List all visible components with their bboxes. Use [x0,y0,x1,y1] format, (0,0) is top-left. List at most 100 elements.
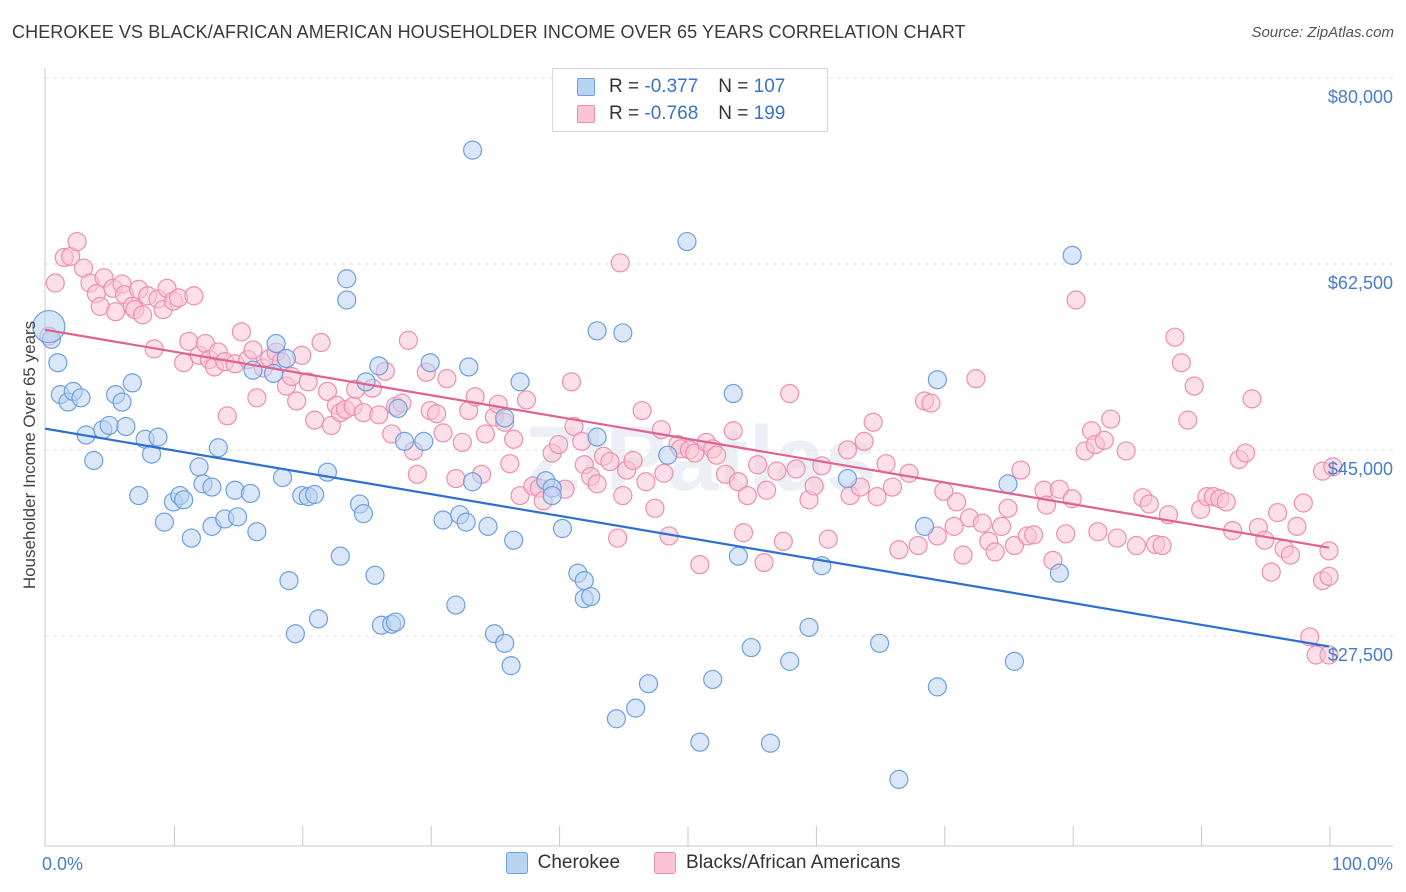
point-black [1323,457,1343,477]
point-cherokee [285,624,305,644]
point-black [706,445,727,465]
point-black [1268,502,1288,523]
legend-item-cherokee[interactable]: Cherokee [505,852,620,874]
legend-n-label: N = [718,103,749,124]
point-black [311,332,331,353]
point-black [947,492,967,512]
point-cherokee [279,570,299,591]
point-cherokee [1062,245,1082,265]
point-cherokee-large [32,309,66,344]
point-black [184,286,204,306]
point-black [287,391,307,411]
legend-row-black: R = -0.768 N = 199 [577,102,785,126]
point-cherokee [154,512,175,532]
correlation-legend: R = -0.377 N = 107 R = -0.768 N = 199 [552,68,828,132]
point-black [613,485,633,506]
point-black [1049,479,1069,499]
point-cherokee [998,474,1018,494]
point-cherokee [504,530,524,550]
point-black [1165,327,1185,347]
point-black [516,390,537,410]
point-cherokee [305,484,325,505]
point-black [953,545,973,565]
point-cherokee [658,445,678,465]
point-black [1255,530,1275,550]
point-black [610,253,630,273]
legend-swatch-black [577,105,595,123]
axes [44,68,1393,847]
point-black [733,523,754,543]
point-cherokee [501,656,521,676]
point-black [966,369,986,389]
point-cherokee [181,528,201,548]
point-black [247,388,267,408]
point-black [818,529,838,549]
point-black [867,487,887,507]
point-black [446,468,466,489]
point-black [837,440,858,460]
point-black [427,404,447,424]
point-black [1293,493,1313,513]
trendline-black [44,328,1330,549]
point-black [587,474,607,494]
point-black [972,513,992,533]
point-cherokee [927,370,947,390]
point-black [636,472,656,492]
point-black [1066,290,1086,310]
point-black [437,369,457,389]
x-tick-label-min: 0.0% [42,854,83,874]
point-cherokee [837,468,858,489]
point-cherokee [690,732,710,752]
point-black [1242,389,1262,409]
point-cherokee [48,353,68,373]
legend-item-black[interactable]: Blacks/African Americans [654,852,900,874]
point-cherokee [148,427,168,447]
point-black [292,345,312,365]
point-black [500,454,520,474]
point-black [1280,545,1301,565]
point-cherokee [369,356,389,376]
point-black [690,555,710,575]
point-cherokee [495,408,515,428]
legend-swatch-cherokee [505,852,528,874]
point-black [452,432,472,453]
point-black [564,416,584,437]
point-black [1287,516,1307,536]
y-tick-label: $27,500 [1328,645,1393,665]
point-cherokee [388,398,408,419]
series-black-points [39,231,1343,665]
point-cherokee [353,504,374,524]
point-cherokee [495,633,515,653]
point-black [882,477,903,497]
point-cherokee [462,472,483,492]
point-cherokee [889,769,909,789]
point-cherokee [116,416,136,437]
point-cherokee [433,510,453,530]
point-cherokee [71,388,91,408]
point-black [475,424,496,444]
point-black [45,273,65,293]
legend-n-label: N = [718,76,749,97]
point-cherokee [723,383,743,404]
point-cherokee [420,353,440,373]
point-cherokee [272,467,293,488]
point-cherokee [587,321,607,341]
point-black [1319,566,1339,586]
y-tick-label: $80,000 [1328,87,1393,107]
point-cherokee [606,709,626,729]
legend-r-label: R = [609,103,640,124]
point-black [767,461,787,481]
point-black [1101,409,1121,429]
point-black [985,542,1005,562]
point-black [876,454,896,474]
point-black [723,421,743,441]
legend-r-value: -0.768 [644,103,699,124]
point-black [1116,441,1136,461]
point-cherokee [208,438,228,458]
point-cherokee [799,617,819,637]
point-black [728,472,748,492]
point-cherokee [780,651,800,671]
point-black [407,464,427,484]
legend-row-cherokee: R = -0.377 N = 107 [577,75,785,99]
point-cherokee [446,595,466,615]
